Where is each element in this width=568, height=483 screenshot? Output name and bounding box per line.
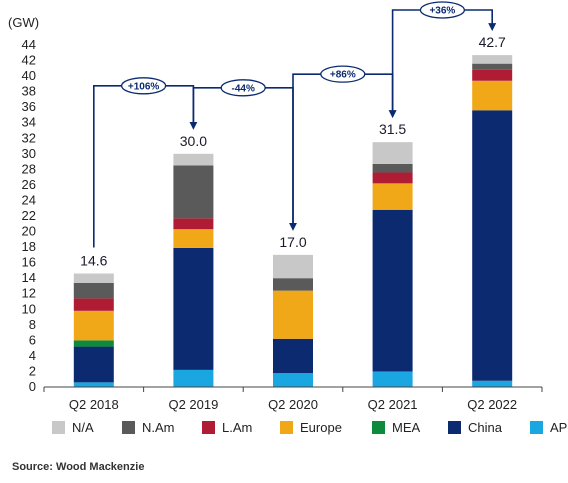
growth-label: +36% xyxy=(429,6,455,17)
bar-segment-apec xyxy=(73,382,114,387)
growth-pill xyxy=(220,79,266,97)
y-tick-label: 32 xyxy=(22,130,36,145)
legend-label: L.Am xyxy=(222,420,252,435)
y-tick-label: 38 xyxy=(22,84,36,99)
bar-segment-n-a xyxy=(372,142,413,164)
y-tick-label: 36 xyxy=(22,99,36,114)
growth-label: +106% xyxy=(128,81,160,92)
bar-segment-n-am xyxy=(73,282,114,299)
legend-label: Europe xyxy=(300,420,342,435)
bar-segment-n-a xyxy=(472,55,513,64)
y-tick-label: 4 xyxy=(29,348,36,363)
bar-segment-l-am xyxy=(173,218,214,230)
bar-total-label: 30.0 xyxy=(180,133,207,149)
legend-swatch xyxy=(202,421,215,434)
bar-segment-china xyxy=(472,110,513,381)
legend-label: N/A xyxy=(72,420,94,435)
y-tick-label: 26 xyxy=(22,177,36,192)
legend-label: MEA xyxy=(392,420,421,435)
bar-total-label: 14.6 xyxy=(80,253,107,269)
bar-segment-europe xyxy=(273,290,313,339)
y-tick-label: 18 xyxy=(22,239,36,254)
legend-label: N.Am xyxy=(142,420,175,435)
bar-segment-europe xyxy=(173,229,214,248)
bar-segment-n-a xyxy=(273,254,313,279)
bar-total-label: 31.5 xyxy=(379,121,406,137)
legend-label: APeC xyxy=(550,420,568,435)
growth-pill xyxy=(419,1,466,19)
y-tick-label: 34 xyxy=(22,115,36,130)
bar-segment-europe xyxy=(73,310,114,341)
y-tick-label: 16 xyxy=(22,255,36,270)
bar-segment-n-a xyxy=(173,153,214,166)
y-tick-label: 6 xyxy=(29,332,36,347)
bar-segment-n-a xyxy=(73,273,114,283)
bar-segment-l-am xyxy=(472,69,513,81)
bar-segment-china xyxy=(73,346,114,383)
bar-segment-china xyxy=(273,338,313,374)
growth-pill xyxy=(320,65,366,83)
y-axis-unit-label: (GW) xyxy=(8,15,39,30)
bar-total-label: 42.7 xyxy=(479,34,506,50)
growth-pill xyxy=(120,77,167,95)
y-tick-label: 22 xyxy=(22,208,36,223)
bar-segment-china xyxy=(173,247,214,370)
x-category-label: Q2 2022 xyxy=(467,397,517,412)
y-tick-label: 10 xyxy=(22,301,36,316)
legend-swatch xyxy=(372,421,385,434)
legend-swatch xyxy=(52,421,65,434)
bar-segment-n-am xyxy=(273,278,313,291)
y-tick-label: 2 xyxy=(29,363,36,378)
y-tick-label: 44 xyxy=(22,37,36,52)
y-tick-label: 28 xyxy=(22,161,36,176)
bar-segment-n-am xyxy=(173,165,214,219)
x-category-label: Q2 2021 xyxy=(368,397,418,412)
bar-segment-europe xyxy=(372,183,413,210)
legend-swatch xyxy=(122,421,135,434)
growth-label: -44% xyxy=(232,83,255,94)
y-tick-label: 20 xyxy=(22,224,36,239)
bar-segment-n-am xyxy=(472,63,513,70)
y-tick-label: 14 xyxy=(22,270,36,285)
y-tick-label: 42 xyxy=(22,53,36,68)
bar-segment-l-am xyxy=(73,298,114,311)
x-category-label: Q2 2019 xyxy=(168,397,218,412)
bar-segment-apec xyxy=(273,373,313,387)
legend-swatch xyxy=(530,421,543,434)
bar-total-label: 17.0 xyxy=(279,234,306,250)
legend-label: China xyxy=(468,420,503,435)
y-tick-label: 0 xyxy=(29,379,36,394)
bar-segment-mea xyxy=(73,340,114,347)
source-note: Source: Wood Mackenzie xyxy=(12,461,145,473)
bar-segment-apec xyxy=(472,380,513,387)
bar-segment-apec xyxy=(372,371,413,387)
bar-segment-apec xyxy=(173,369,214,387)
x-category-label: Q2 2020 xyxy=(268,397,318,412)
legend-swatch xyxy=(448,421,461,434)
legend-swatch xyxy=(280,421,293,434)
bar-segment-n-am xyxy=(372,163,413,173)
bar-segment-china xyxy=(372,209,413,372)
y-tick-label: 40 xyxy=(22,68,36,83)
bar-segment-europe xyxy=(472,80,513,111)
bar-segment-l-am xyxy=(372,172,413,184)
growth-label: +86% xyxy=(330,70,356,81)
y-tick-label: 8 xyxy=(29,317,36,332)
y-tick-label: 30 xyxy=(22,146,36,161)
x-category-label: Q2 2018 xyxy=(69,397,119,412)
y-tick-label: 12 xyxy=(22,286,36,301)
y-tick-label: 24 xyxy=(22,192,36,207)
